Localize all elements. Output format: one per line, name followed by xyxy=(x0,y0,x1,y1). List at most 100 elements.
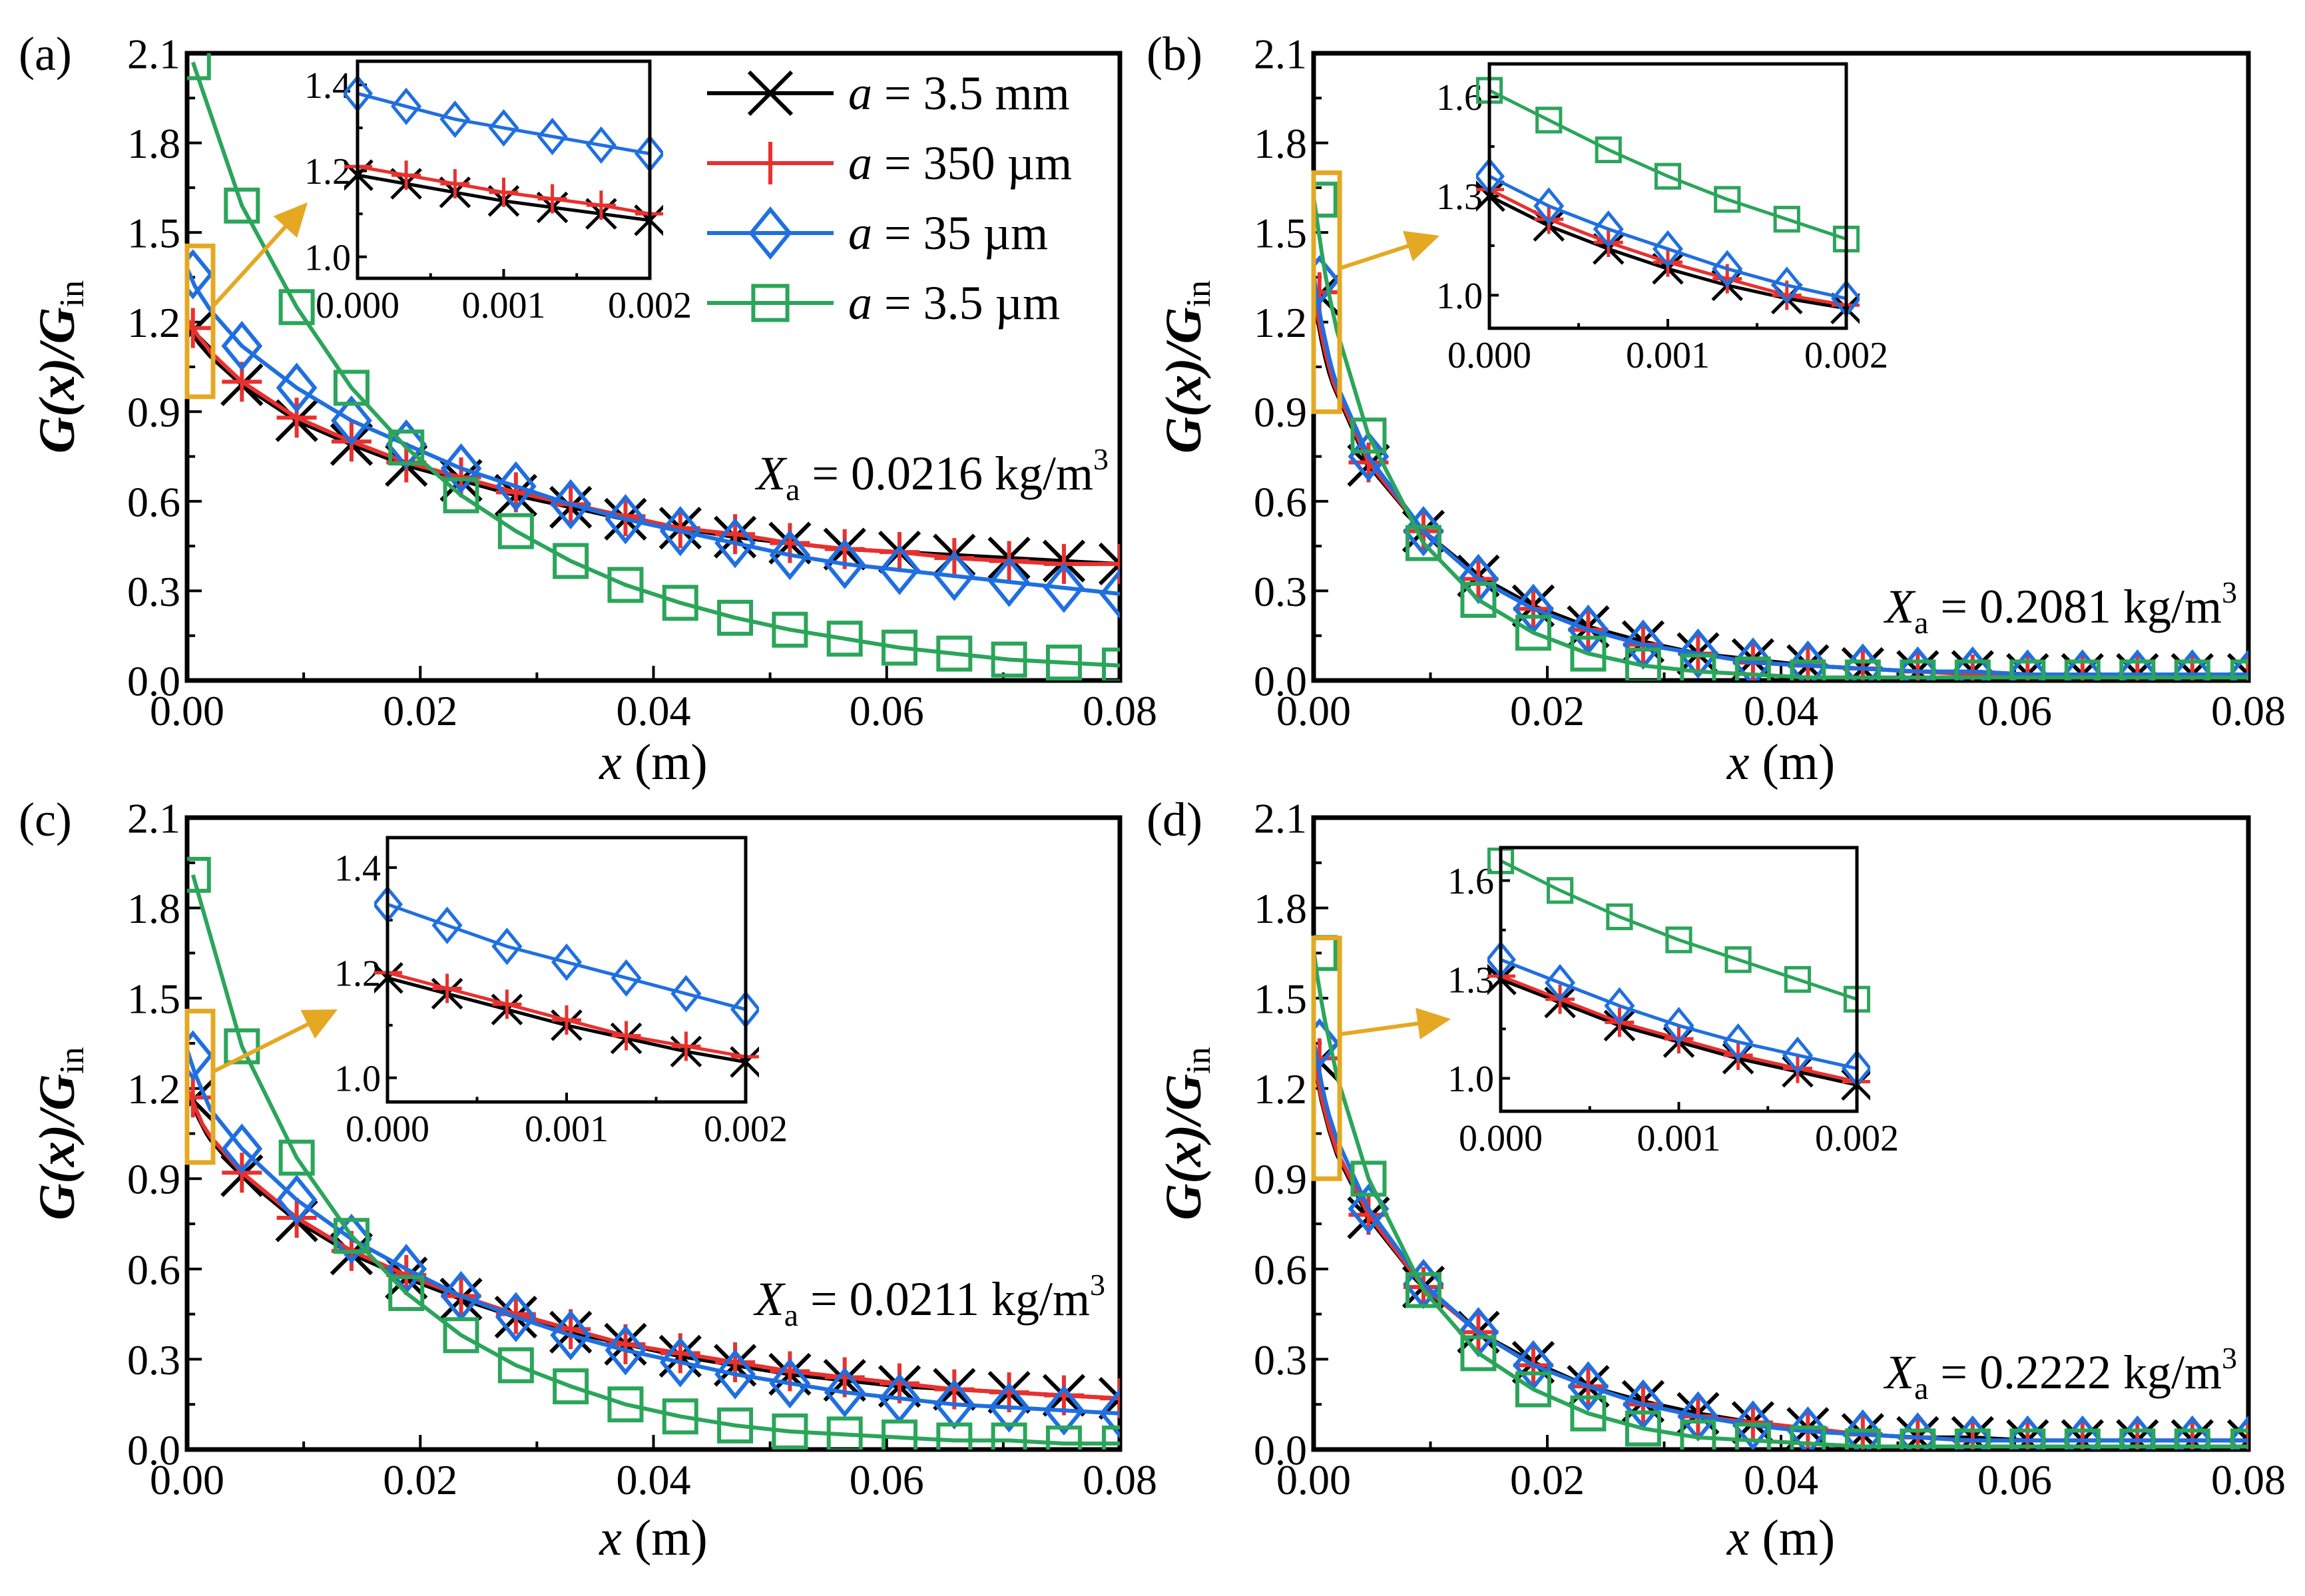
inset-frame xyxy=(1487,62,1848,330)
square-marker xyxy=(2174,659,2210,680)
square-marker xyxy=(662,585,698,621)
square-marker xyxy=(1844,1428,1881,1450)
x-tick-label: 0.08 xyxy=(1083,1456,1157,1503)
square-marker xyxy=(443,477,479,513)
plus-marker xyxy=(1593,227,1623,257)
diamond-marker xyxy=(1348,431,1390,482)
diamond-marker xyxy=(1663,1007,1694,1045)
legend-label: a = 3.5 mm xyxy=(848,67,1070,120)
diamond-marker xyxy=(187,249,214,300)
plus-marker xyxy=(552,1005,581,1035)
diamond-marker xyxy=(1545,963,1576,1002)
plus-marker xyxy=(671,1031,701,1061)
y-tick-label: 1.2 xyxy=(1254,299,1307,346)
square-marker xyxy=(1844,659,1881,680)
chart-panel-a: (a) 0.00 0.02 0.04 0.06 0.08 0.0 0.3 0.6 0.9 1.2 1.… xyxy=(19,27,1157,790)
y-tick-label: 1.5 xyxy=(1254,975,1307,1023)
series-line xyxy=(357,91,650,156)
diamond-marker xyxy=(1951,1415,1993,1450)
y-tick-label: 1.8 xyxy=(1254,885,1307,932)
y-tick-label: 0.0 xyxy=(1254,1426,1307,1473)
square-marker xyxy=(224,1028,260,1065)
square-marker xyxy=(2230,659,2248,680)
y-tick-label: 1.0 xyxy=(1447,1059,1494,1100)
square-marker xyxy=(333,1218,370,1254)
diamond-marker xyxy=(1732,637,1774,680)
panel-label: (a) xyxy=(19,27,72,81)
x-tick-label: 0.06 xyxy=(1977,687,2052,734)
series-diamond xyxy=(187,249,1120,619)
x-tick-label: 0.001 xyxy=(1626,335,1710,376)
plus-marker xyxy=(1653,247,1682,277)
diamond-marker xyxy=(1099,569,1120,619)
square-marker xyxy=(1405,525,1441,561)
x-tick-label: 0.002 xyxy=(1815,1118,1899,1159)
square-marker xyxy=(1460,581,1497,618)
series-line xyxy=(190,61,1120,668)
text-part: = 0.0216 kg/m xyxy=(800,447,1093,500)
x-tick-label: 0.000 xyxy=(1447,335,1531,376)
diamond-marker xyxy=(585,126,617,164)
text-part: a xyxy=(848,276,872,330)
square-marker xyxy=(388,1275,425,1312)
text-part: = 3.5 mm xyxy=(872,67,1070,120)
square-marker xyxy=(1680,1419,1716,1450)
diamond-marker xyxy=(440,443,482,494)
x-tick-label: 0.04 xyxy=(617,687,691,734)
square-marker xyxy=(2230,1428,2248,1450)
x-tick-label: 0.06 xyxy=(850,687,924,734)
diamond-marker xyxy=(1712,250,1743,288)
inset-plot-area xyxy=(1476,77,1860,324)
y-tick-label: 2.1 xyxy=(127,794,180,842)
text-part: (m) xyxy=(622,734,708,790)
panel-label: (d) xyxy=(1147,793,1202,846)
diamond-marker xyxy=(659,1337,701,1388)
x-axis-label: x (m) xyxy=(599,1510,707,1566)
diamond-marker xyxy=(1604,987,1635,1025)
diamond-marker xyxy=(1593,210,1624,248)
text-part: X xyxy=(1883,1346,1916,1399)
x-tick-label: 0.04 xyxy=(1744,687,1818,734)
square-marker xyxy=(1606,903,1633,931)
plus-marker xyxy=(537,184,567,214)
square-marker xyxy=(1350,1161,1387,1197)
square-marker xyxy=(882,1419,918,1450)
square-marker xyxy=(2174,1428,2210,1450)
panel-label: (c) xyxy=(19,793,72,846)
square-marker xyxy=(2009,659,2046,680)
text-part: X xyxy=(754,447,788,500)
inset-chart: 0.000 0.001 0.002 1.0 1.3 1.6 xyxy=(1447,846,1899,1159)
plus-marker xyxy=(880,532,920,573)
square-marker xyxy=(2119,1428,2156,1450)
square-marker xyxy=(1102,1425,1120,1450)
x-tick-label: 0.02 xyxy=(1510,1456,1585,1503)
x-icon xyxy=(747,70,794,117)
text-part: a xyxy=(848,206,872,260)
plus-marker xyxy=(1723,1040,1753,1070)
arrow-head-icon xyxy=(300,1009,338,1039)
text-part: a xyxy=(1914,605,1928,641)
text-part: G(x)/G xyxy=(1156,307,1212,453)
y-axis-label: G(x)/Gin xyxy=(29,1047,91,1220)
plot-area xyxy=(187,53,1120,680)
square-marker xyxy=(1350,417,1387,454)
diamond-marker xyxy=(2228,1415,2248,1450)
diamond-marker xyxy=(187,1030,214,1081)
y-tick-label: 1.0 xyxy=(304,237,351,278)
inset-plot-area xyxy=(374,886,759,1078)
text-part: = 0.0211 kg/m xyxy=(798,1272,1090,1326)
inset-frame xyxy=(1499,846,1859,1113)
y-tick-label: 1.2 xyxy=(127,299,180,346)
diamond-marker xyxy=(824,1367,866,1418)
square-marker xyxy=(936,635,973,672)
square-marker xyxy=(1535,107,1563,134)
square-marker xyxy=(1680,653,1716,680)
y-tick-label: 0.3 xyxy=(127,568,180,615)
plus-marker xyxy=(276,1198,317,1238)
y-tick-label: 1.2 xyxy=(304,151,351,192)
inset-chart: 0.000 0.001 0.002 1.0 1.2 1.4 xyxy=(304,59,692,326)
diamond-marker xyxy=(769,529,811,581)
plus-marker xyxy=(492,989,522,1019)
x-tick-label: 0.04 xyxy=(1744,1456,1818,1503)
diamond-marker xyxy=(714,1349,756,1400)
